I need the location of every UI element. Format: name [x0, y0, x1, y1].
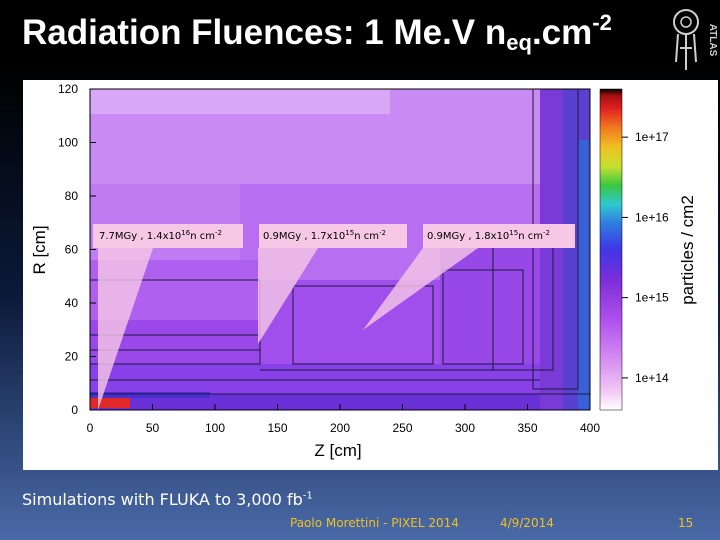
- callout-wedge-3: [363, 248, 478, 330]
- simulation-text: Simulations with FLUKA to 3,000 fb: [22, 490, 303, 509]
- y-tick-label: 60: [65, 243, 79, 257]
- callout-text-2: 0.9MGy , 1.7x1015n cm-2: [263, 229, 386, 242]
- region-pixel-ring: [90, 392, 210, 398]
- y-tick-label: 80: [65, 189, 79, 203]
- colorbar-ticks: 1e+14 1e+15 1e+16 1e+17: [622, 130, 669, 385]
- footer-author: Paolo Morettini - PIXEL 2014: [290, 516, 459, 530]
- simulation-sup: -1: [302, 490, 313, 502]
- fluence-heatmap: 0 50 100 150 200 250 300 350 400 0 20 40 60 80 100 120…: [30, 82, 697, 460]
- callout-box-2: [259, 224, 407, 248]
- colorbar-title: particles / cm2: [678, 195, 697, 305]
- structure-endcap-b: [442, 269, 524, 365]
- colorbar-tick-label: 1e+14: [635, 371, 669, 385]
- region-inner: [90, 364, 590, 394]
- callout-box-1: [93, 224, 243, 248]
- footer-date: 4/9/2014: [500, 516, 554, 530]
- simulation-note: Simulations with FLUKA to 3,000 fb-1: [22, 490, 313, 509]
- footer-page-number: 15: [678, 516, 694, 530]
- y-axis-title: R [cm]: [30, 225, 49, 274]
- y-tick-label: 0: [71, 403, 78, 417]
- x-tick-label: 0: [87, 421, 94, 435]
- callout-text-3: 0.9MGy , 1.8x1015n cm-2: [427, 229, 550, 242]
- title-superscript: -2: [592, 10, 612, 35]
- region-top: [90, 89, 390, 114]
- x-tick-label: 50: [146, 421, 160, 435]
- callout-wedge-2: [258, 248, 318, 344]
- region-forward-edge: [578, 140, 590, 410]
- callout-wedge-1: [98, 248, 153, 410]
- callout-box-3: [423, 224, 575, 248]
- region-pixel-core: [90, 398, 130, 408]
- colorbar-tick-label: 1e+17: [635, 130, 669, 144]
- title-mid: .cm: [531, 13, 593, 52]
- colorbar: [599, 88, 623, 411]
- atlas-logo-text: ATLAS: [707, 24, 718, 57]
- x-tick-label: 350: [517, 421, 537, 435]
- x-axis-ticks: 0 50 100 150 200 250 300 350 400: [87, 404, 600, 435]
- callout-text-1: 7.7MGy , 1.4x1016n cm-2: [99, 229, 222, 242]
- slide-title: Radiation Fluences: 1 Me.V neq.cm-2: [22, 10, 612, 56]
- atlas-logo: ATLAS: [673, 9, 718, 70]
- fluence-plot-panel: 0 50 100 150 200 250 300 350 400 0 20 40 60 80 100 120…: [23, 80, 718, 470]
- x-axis-title: Z [cm]: [314, 441, 361, 460]
- colorbar-tick-label: 1e+16: [635, 210, 669, 224]
- structure-endcap-a: [292, 285, 434, 365]
- y-tick-label: 40: [65, 296, 79, 310]
- title-subscript: eq: [506, 30, 532, 55]
- y-tick-label: 120: [58, 82, 78, 96]
- x-tick-label: 250: [392, 421, 412, 435]
- x-tick-label: 300: [455, 421, 475, 435]
- x-tick-label: 100: [205, 421, 225, 435]
- x-tick-label: 400: [580, 421, 600, 435]
- x-tick-label: 200: [330, 421, 350, 435]
- y-tick-label: 20: [65, 350, 79, 364]
- title-main: Radiation Fluences: 1 Me.V n: [22, 13, 507, 52]
- y-tick-label: 100: [58, 136, 78, 150]
- heatmap-regions: [90, 89, 590, 410]
- y-axis-ticks: 0 20 40 60 80 100 120: [58, 82, 96, 417]
- callouts: 7.7MGy , 1.4x1016n cm-2 0.9MGy , 1.7x101…: [93, 224, 575, 410]
- colorbar-tick-label: 1e+15: [635, 291, 669, 305]
- x-tick-label: 150: [267, 421, 287, 435]
